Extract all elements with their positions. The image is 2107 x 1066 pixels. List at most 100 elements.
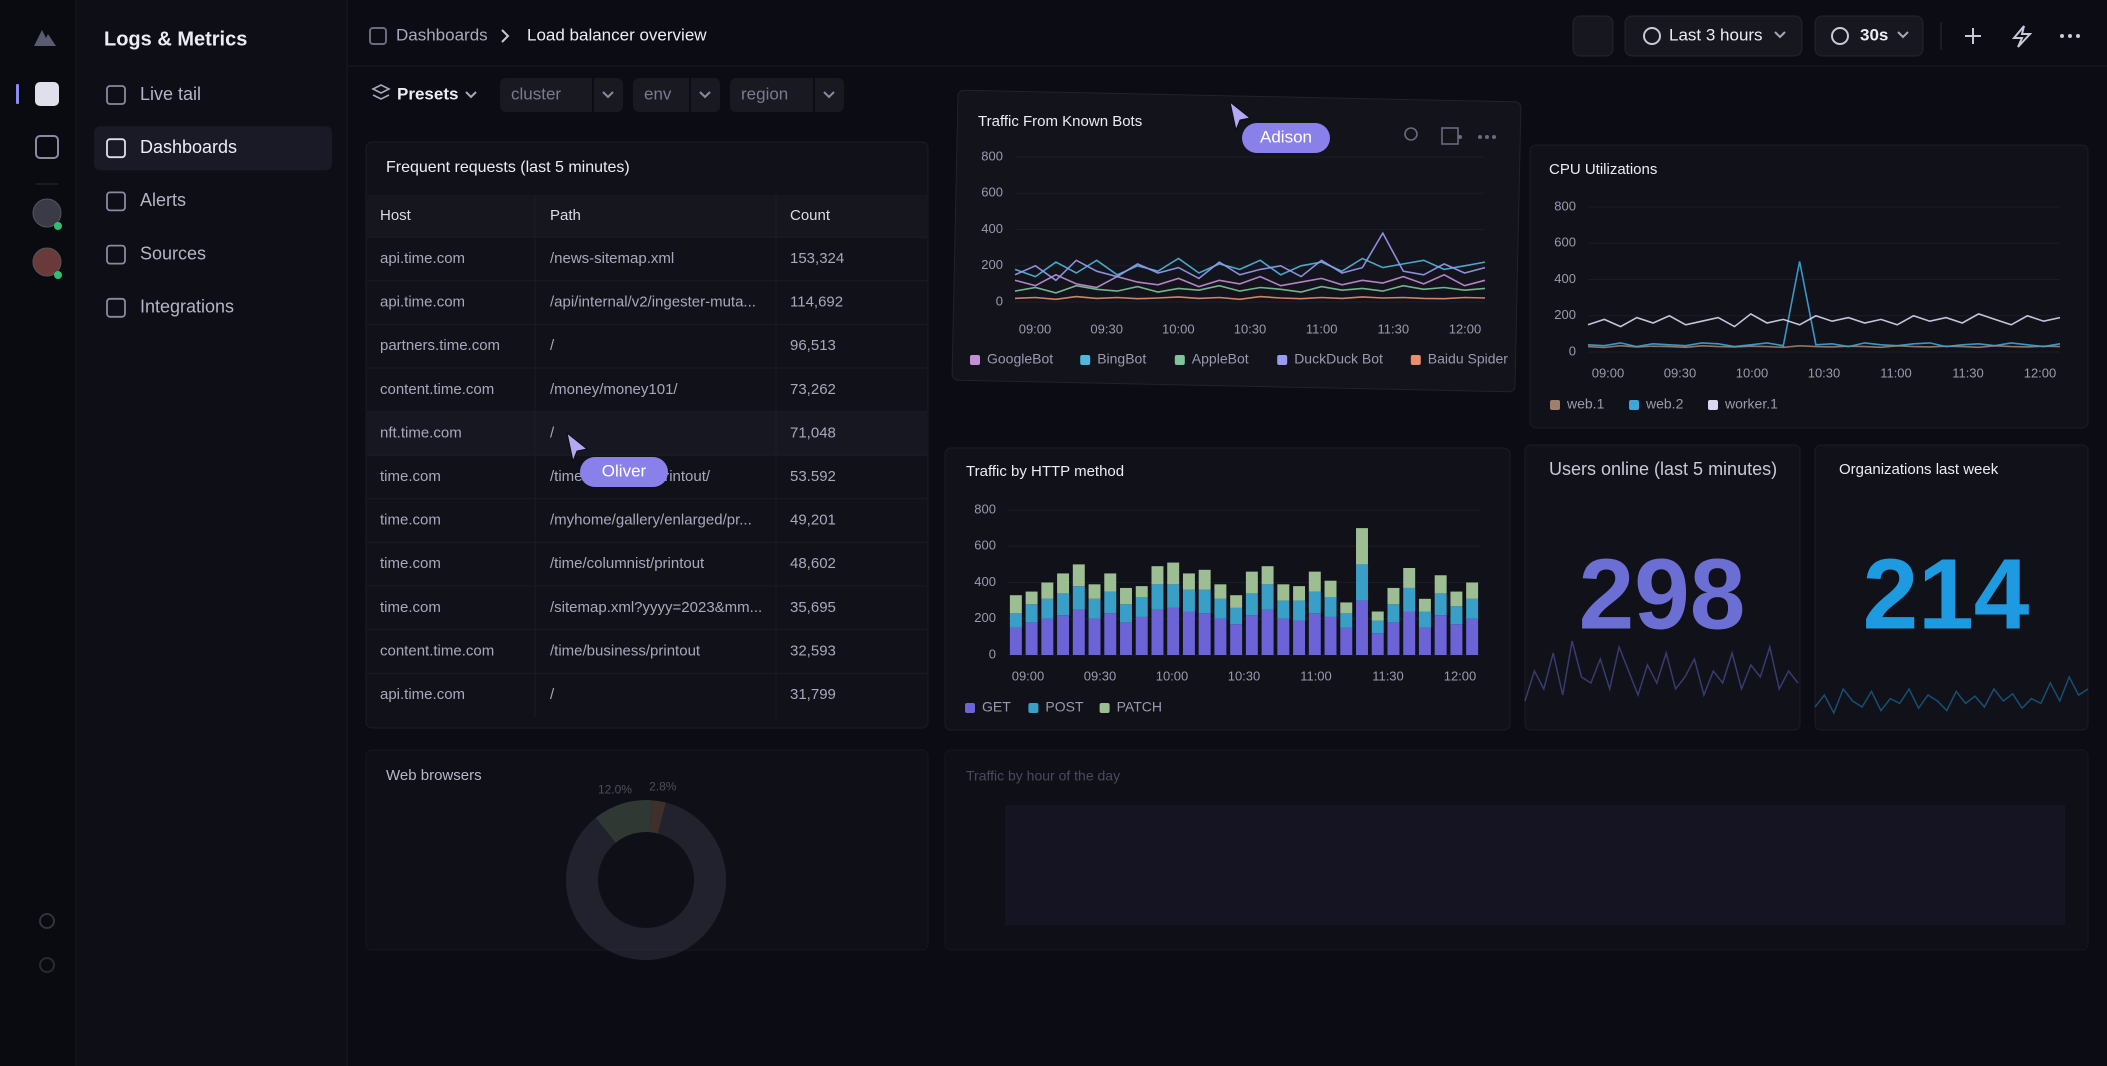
bar-segment [1230,607,1243,625]
line-series [1014,284,1486,294]
nav-item[interactable]: Integrations [140,297,234,317]
y-tick-label: 400 [981,221,1003,236]
table-cell: 153,324 [790,250,844,267]
bolt-button[interactable] [2011,25,2033,48]
logs-icon[interactable] [35,82,59,106]
x-tick-label: 12:00 [2024,365,2057,380]
bar-segment [1434,615,1447,655]
table-cell: 49,201 [790,512,836,529]
legend-swatch [1080,355,1091,365]
legend-label: GET [982,699,1011,715]
add-button[interactable] [1965,28,1981,44]
filter-chip[interactable] [730,78,844,112]
line-series [1014,295,1486,301]
donut-segment [649,800,666,834]
table-cell: nft.time.com [380,424,462,441]
time-range-button[interactable] [1624,15,1803,57]
bar-segment [1340,627,1353,655]
sparkline [1524,640,1799,702]
chart-title: CPU Utilizations [1549,161,1657,178]
filter-chip[interactable] [633,78,720,112]
cpu-panel [1529,144,2089,429]
chevron [699,91,711,99]
bar-segment [1403,587,1416,612]
metrics-icon[interactable] [35,135,59,159]
breadcrumb-separator [501,29,510,43]
nav-icon [106,191,126,212]
table-cell: api.time.com [380,250,465,267]
x-tick-label: 10:00 [1162,321,1195,336]
bar-segment [1214,598,1227,619]
legend-label: POST [1045,699,1084,715]
more-button[interactable] [2060,34,2080,38]
filter-label: env [644,84,672,103]
table-cell: 53.592 [790,468,836,485]
column-header: Count [790,207,831,224]
nav-item[interactable]: Dashboards [140,137,237,157]
panel-title: Web browsers [386,767,482,784]
refresh-button[interactable] [1814,15,1924,57]
legend-swatch [1629,400,1639,410]
presets-button[interactable]: Presets [397,84,458,103]
time-range: Last 3 hours [1669,25,1763,44]
table-cell: content.time.com [380,642,494,659]
legend-swatch [1099,703,1110,713]
terminal-button[interactable] [1572,15,1614,57]
table-cell: content.time.com [380,381,494,398]
status-dot [54,271,62,279]
x-tick-label: 11:00 [1880,365,1912,380]
y-tick-label: 600 [974,538,996,553]
bar-segment [1167,607,1180,655]
bots-panel [951,89,1522,393]
donut-label: 2.8% [649,779,677,793]
x-tick-label: 11:30 [1372,668,1404,683]
avatar[interactable] [32,198,62,228]
bell-icon[interactable] [39,913,55,929]
bar-segment [1245,593,1258,616]
legend-label: web.1 [1566,396,1605,412]
nav-item[interactable]: Alerts [140,190,186,210]
logo [34,30,56,46]
nav-item[interactable]: Live tail [140,84,201,104]
breadcrumb-link[interactable]: Dashboards [396,25,488,44]
y-tick-label: 0 [996,293,1003,308]
help-icon[interactable] [39,957,55,973]
y-tick-label: 200 [981,257,1003,272]
x-tick-label: 09:30 [1084,668,1117,683]
stat-title: Organizations last week [1839,461,1999,478]
nav-icon [106,244,126,265]
bar-segment [1340,602,1353,614]
table-cell: time.com [380,468,441,485]
nav-item[interactable]: Sources [140,243,206,263]
table-cell: api.time.com [380,294,465,311]
y-tick-label: 200 [974,610,996,625]
cursor-label-bg [1242,123,1330,153]
link-icon[interactable] [1404,127,1418,141]
bar-segment [1293,620,1306,655]
avatar[interactable] [32,247,62,277]
chevron [1774,31,1786,39]
legend-label: BingBot [1097,351,1146,367]
bar-segment [1198,569,1211,590]
active-indicator [16,84,19,104]
panel-actions[interactable] [1458,135,1496,139]
content: Host Path Count api.time.com/news-sitemap.x… [367,113,2089,961]
bar-segment [1151,566,1164,585]
bar-segment [1387,604,1400,623]
bar-segment [1135,586,1148,597]
expand-icon[interactable] [1441,127,1459,145]
legend-swatch [1277,355,1288,365]
table-cell: time.com [380,555,441,572]
bar-segment [1088,618,1101,655]
y-tick-label: 0 [1569,343,1576,358]
breadcrumb-current: Load balancer overview [527,25,707,44]
x-tick-label: 10:30 [1808,365,1841,380]
table-cell: 32,593 [790,642,836,659]
legend-swatch [1708,400,1718,410]
bar-segment [1230,624,1243,655]
bar-segment [1182,611,1195,655]
table-header [367,195,927,237]
sparkline [1814,675,2089,715]
line-series [1587,344,2061,349]
